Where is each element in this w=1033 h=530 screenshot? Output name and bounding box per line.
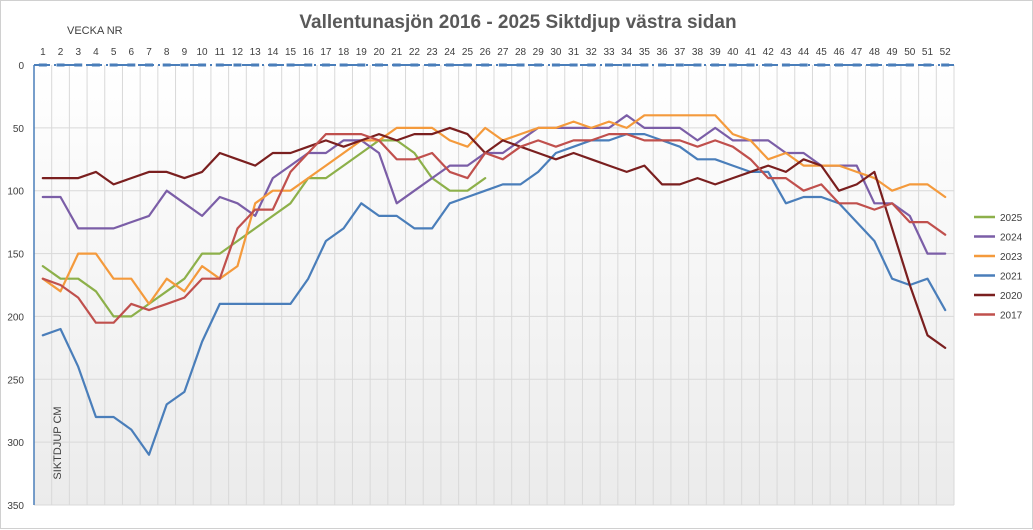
x-tick-label: 35 <box>639 47 651 58</box>
x-tick-label: 11 <box>215 47 226 58</box>
x-tick-label: 39 <box>710 47 722 58</box>
x-tick-label: 28 <box>515 47 527 58</box>
x-tick-label: 19 <box>356 47 368 58</box>
legend-label-2025: 2025 <box>1000 213 1023 224</box>
x-tick-label: 49 <box>887 47 899 58</box>
x-tick-label: 47 <box>851 47 863 58</box>
x-tick-label: 50 <box>904 47 916 58</box>
legend-label-2021: 2021 <box>1000 272 1023 283</box>
x-tick-label: 40 <box>727 47 739 58</box>
x-tick-label: 6 <box>129 47 135 58</box>
x-tick-label: 18 <box>338 47 350 58</box>
x-tick-label: 15 <box>285 47 297 58</box>
x-tick-label: 33 <box>603 47 615 58</box>
x-tick-label: 48 <box>869 47 881 58</box>
x-tick-label: 13 <box>250 47 262 58</box>
x-tick-label: 46 <box>833 47 845 58</box>
x-tick-label: 10 <box>197 47 209 58</box>
legend-label-2024: 2024 <box>1000 233 1023 244</box>
x-tick-label: 43 <box>780 47 792 58</box>
x-tick-label: 16 <box>303 47 315 58</box>
series-line-2017 <box>41 133 947 324</box>
series-line-2023 <box>41 114 947 305</box>
x-tick-label: 22 <box>409 47 421 58</box>
x-tick-label: 37 <box>674 47 686 58</box>
series-line-2024 <box>41 114 947 255</box>
x-tick-label: 41 <box>745 47 757 58</box>
legend-label-2023: 2023 <box>1000 252 1023 263</box>
x-tick-label: 29 <box>533 47 545 58</box>
series-line-2025 <box>41 139 487 318</box>
series-line-2020 <box>41 126 947 349</box>
x-tick-label: 32 <box>586 47 598 58</box>
x-tick-label: 21 <box>391 47 403 58</box>
x-tick-label: 17 <box>320 47 332 58</box>
x-tick-label: 30 <box>550 47 562 58</box>
x-tick-label: 44 <box>798 47 810 58</box>
x-tick-label: 5 <box>111 47 117 58</box>
x-tick-label: 2 <box>58 47 64 58</box>
x-tick-label: 25 <box>462 47 474 58</box>
chart-title: Vallentunasjön 2016 - 2025 Siktdjup väst… <box>299 12 736 33</box>
x-tick-label: 7 <box>146 47 152 58</box>
x-tick-label: 26 <box>480 47 492 58</box>
legend: 2025 2024 2023 2021 2020 2017 <box>974 213 1023 322</box>
x-tick-label: 1 <box>40 47 46 58</box>
x-tick-label: 12 <box>232 47 244 58</box>
x-tick-label: 4 <box>93 47 99 58</box>
x-tick-label: 38 <box>692 47 704 58</box>
series-line-2021 <box>41 133 947 456</box>
x-tick-label: 52 <box>940 47 952 58</box>
x-tick-label: 20 <box>373 47 385 58</box>
legend-label-2020: 2020 <box>1000 291 1023 302</box>
series-lines <box>41 114 947 456</box>
x-tick-label: 9 <box>182 47 188 58</box>
y-tick-label: 250 <box>7 375 24 386</box>
x-tick-label: 8 <box>164 47 170 58</box>
y-tick-label: 300 <box>7 438 24 449</box>
y-tick-label: 50 <box>13 124 25 135</box>
y-tick-label: 100 <box>7 187 24 198</box>
x-tick-label: 45 <box>816 47 828 58</box>
x-tick-label: 23 <box>427 47 439 58</box>
x-tick-label: 36 <box>657 47 669 58</box>
y-tick-label: 200 <box>7 312 24 323</box>
x-tick-label: 27 <box>497 47 509 58</box>
legend-label-2017: 2017 <box>1000 311 1023 322</box>
y-tick-label: 150 <box>7 250 24 261</box>
x-tick-label: 31 <box>568 47 580 58</box>
x-tick-label: 42 <box>763 47 775 58</box>
y-axis-label: SIKTDJUP CM <box>52 406 64 479</box>
x-tick-label: 14 <box>267 47 279 58</box>
x-tick-label: 51 <box>922 47 934 58</box>
y-tick-label: 0 <box>18 61 24 72</box>
x-axis-label: VECKA NR <box>67 25 123 37</box>
y-tick-label: 350 <box>7 501 24 512</box>
x-tick-label: 24 <box>444 47 456 58</box>
x-tick-label: 34 <box>621 47 633 58</box>
x-tick-label: 3 <box>75 47 81 58</box>
